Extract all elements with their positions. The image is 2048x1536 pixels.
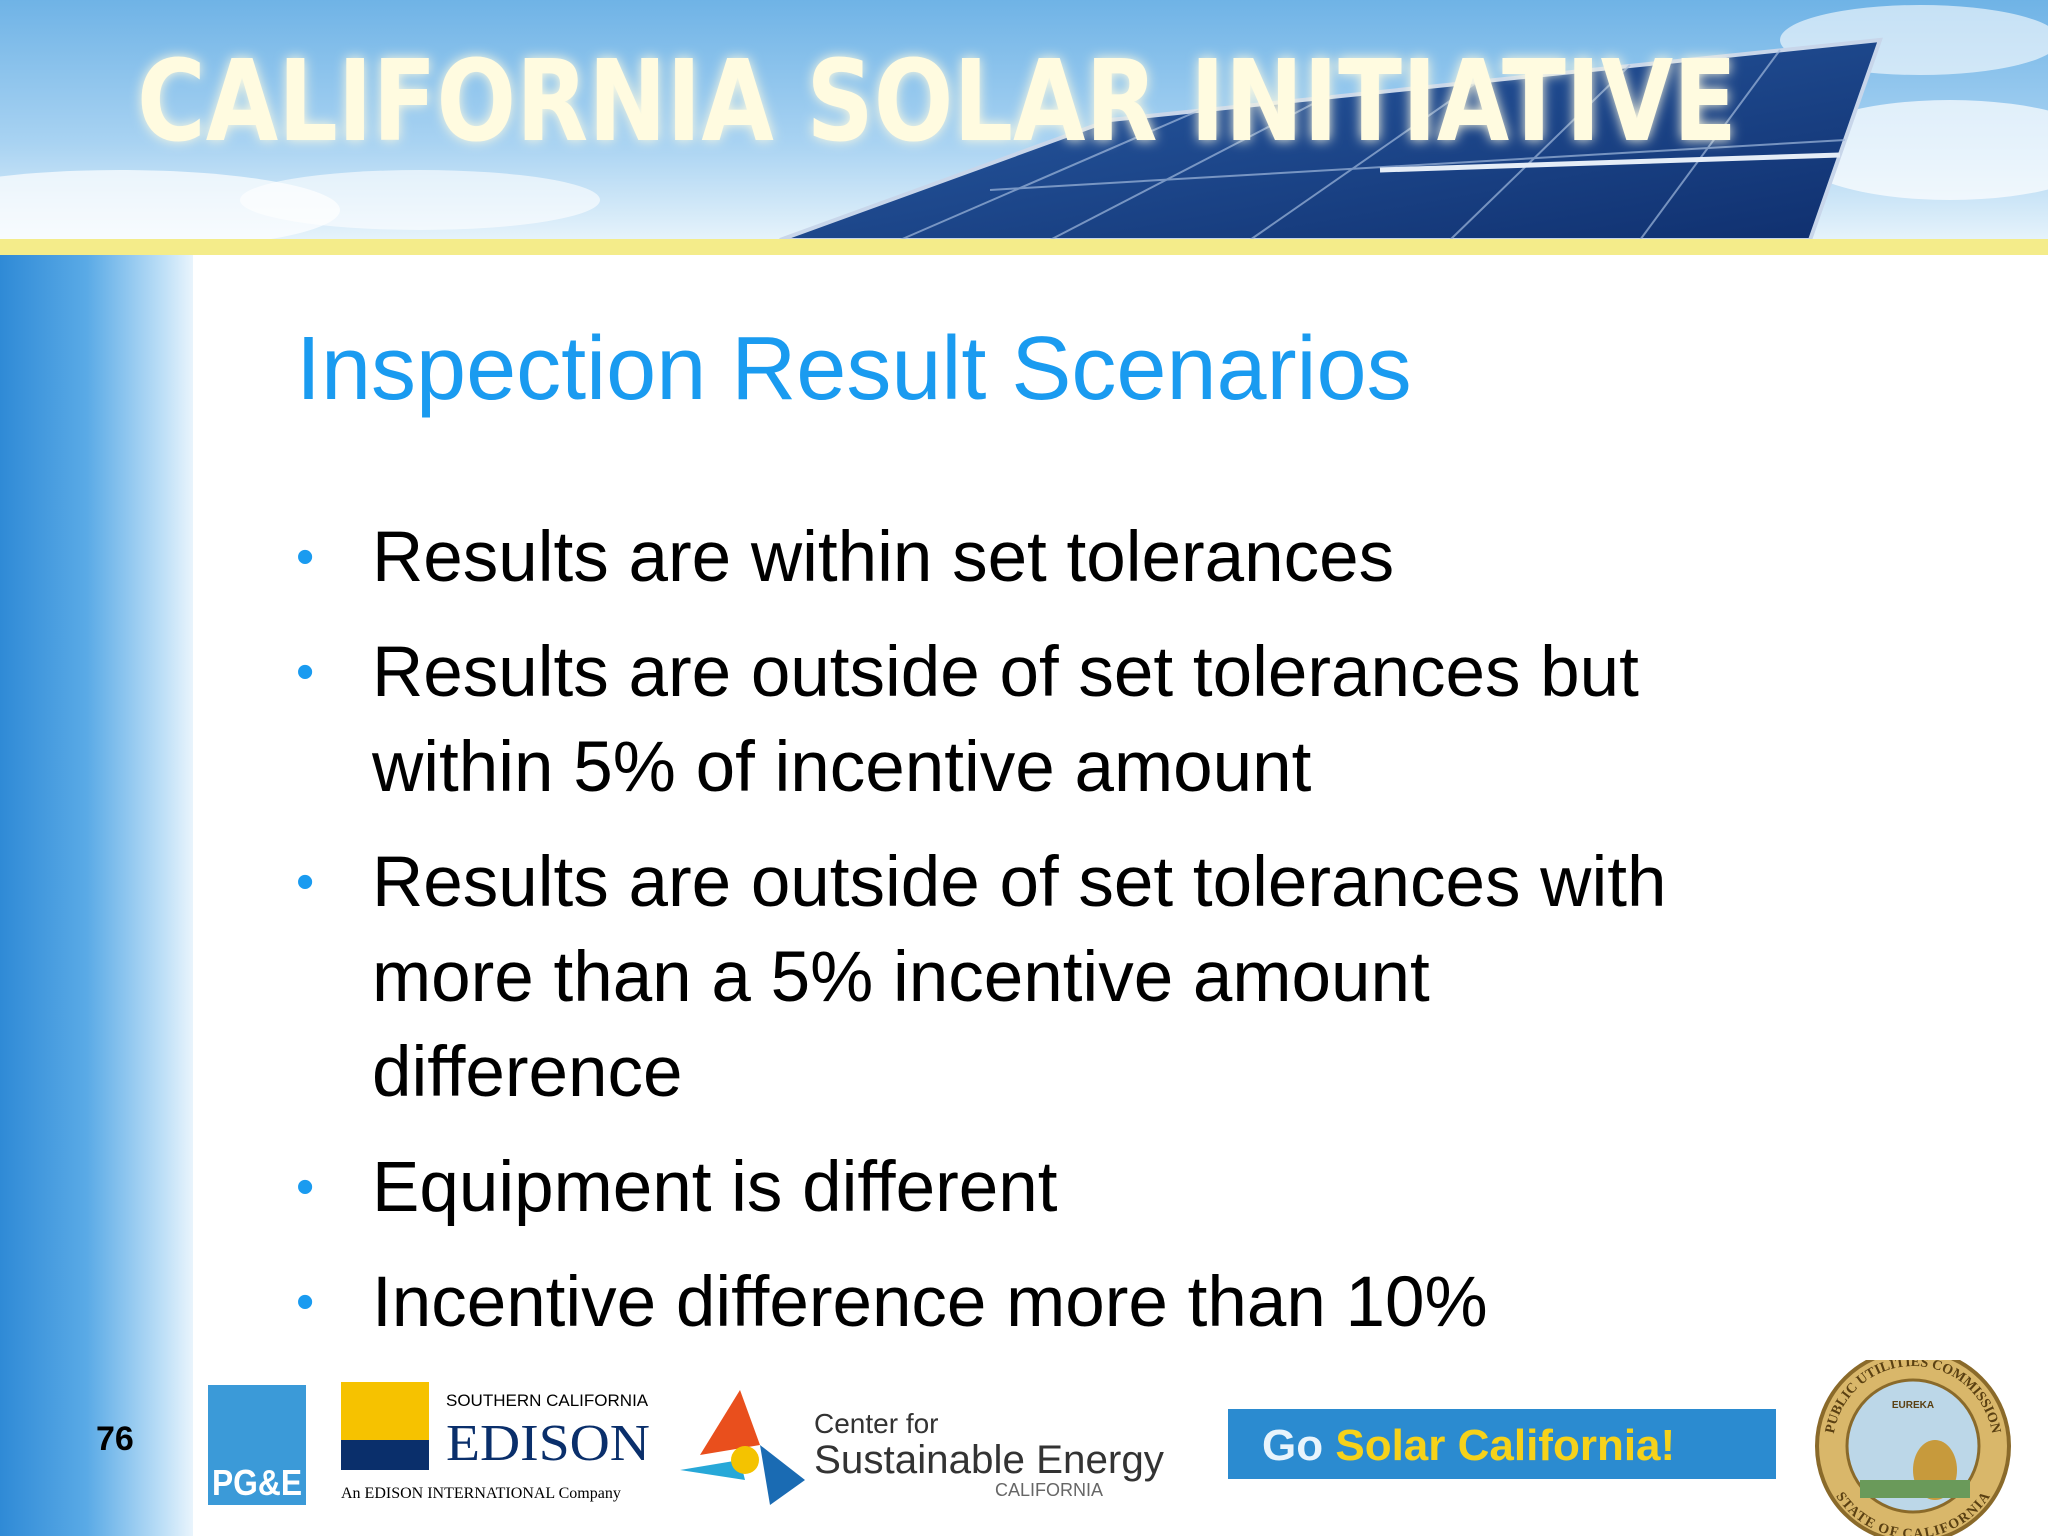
bullet-text: Equipment is different <box>372 1148 1058 1227</box>
bullet-marker: • <box>296 643 315 701</box>
bullet-text: Results are outside of set tolerances bu… <box>372 633 1639 712</box>
cse-logo <box>680 1390 805 1505</box>
footer-logos: PG&E SOUTHERN CALIFORNIA EDISON An EDISO… <box>208 1360 2011 1536</box>
bullet-text: Incentive difference more than 10% <box>372 1263 1488 1342</box>
banner: CALIFORNIA SOLAR INITIATIVE <box>0 0 2048 255</box>
bullet-list: • Results are within set tolerances • Resul… <box>296 510 1666 1370</box>
bullet-marker: • <box>296 853 315 911</box>
sce-tagline: An EDISON INTERNATIONAL Company <box>341 1485 621 1502</box>
bullet-text: more than a 5% incentive amount <box>372 938 1430 1017</box>
bullet-marker: • <box>296 1158 315 1216</box>
slide-title: Inspection Result Scenarios <box>296 319 1412 419</box>
bullet-item: • Results are outside of set tolerances w… <box>296 835 1666 1120</box>
bullet-item: • Equipment is different <box>296 1140 1666 1235</box>
bullet-text: Results are within set tolerances <box>372 518 1395 597</box>
bullet-marker: • <box>296 1273 315 1331</box>
bullet-item: • Incentive difference more than 10% <box>296 1255 1666 1350</box>
cse-line1: Center for <box>814 1408 939 1439</box>
cse-line2: Sustainable Energy <box>814 1438 1164 1482</box>
sce-top: SOUTHERN CALIFORNIA <box>446 1391 649 1410</box>
seal-motto: EUREKA <box>1892 1400 1934 1411</box>
bullet-marker: • <box>296 528 315 586</box>
page-number: 76 <box>96 1420 134 1458</box>
go-solar-go: Go <box>1262 1421 1323 1470</box>
sce-name: EDISON <box>446 1415 650 1472</box>
bullet-text: difference <box>372 1033 683 1112</box>
left-bar <box>0 255 193 1536</box>
go-solar-logo <box>1228 1409 1776 1479</box>
go-solar-rest: Solar California! <box>1335 1421 1675 1470</box>
bullet-text: Results are outside of set tolerances wi… <box>372 843 1667 922</box>
bullet-item: • Results are outside of set tolerances b… <box>296 625 1666 815</box>
go-solar-text: Go Solar California! <box>1262 1421 1675 1470</box>
pge-text: PG&E <box>212 1462 302 1503</box>
cse-line3: CALIFORNIA <box>995 1480 1103 1500</box>
pge-logo <box>208 1385 306 1505</box>
cpuc-seal: PUBLIC UTILITIES COMMISSION STATE OF CAL… <box>1815 1360 2011 1536</box>
banner-title: CALIFORNIA SOLAR INITIATIVE <box>137 37 1737 167</box>
bullet-text: within 5% of incentive amount <box>372 728 1312 807</box>
bullet-item: • Results are within set tolerances <box>296 510 1666 605</box>
